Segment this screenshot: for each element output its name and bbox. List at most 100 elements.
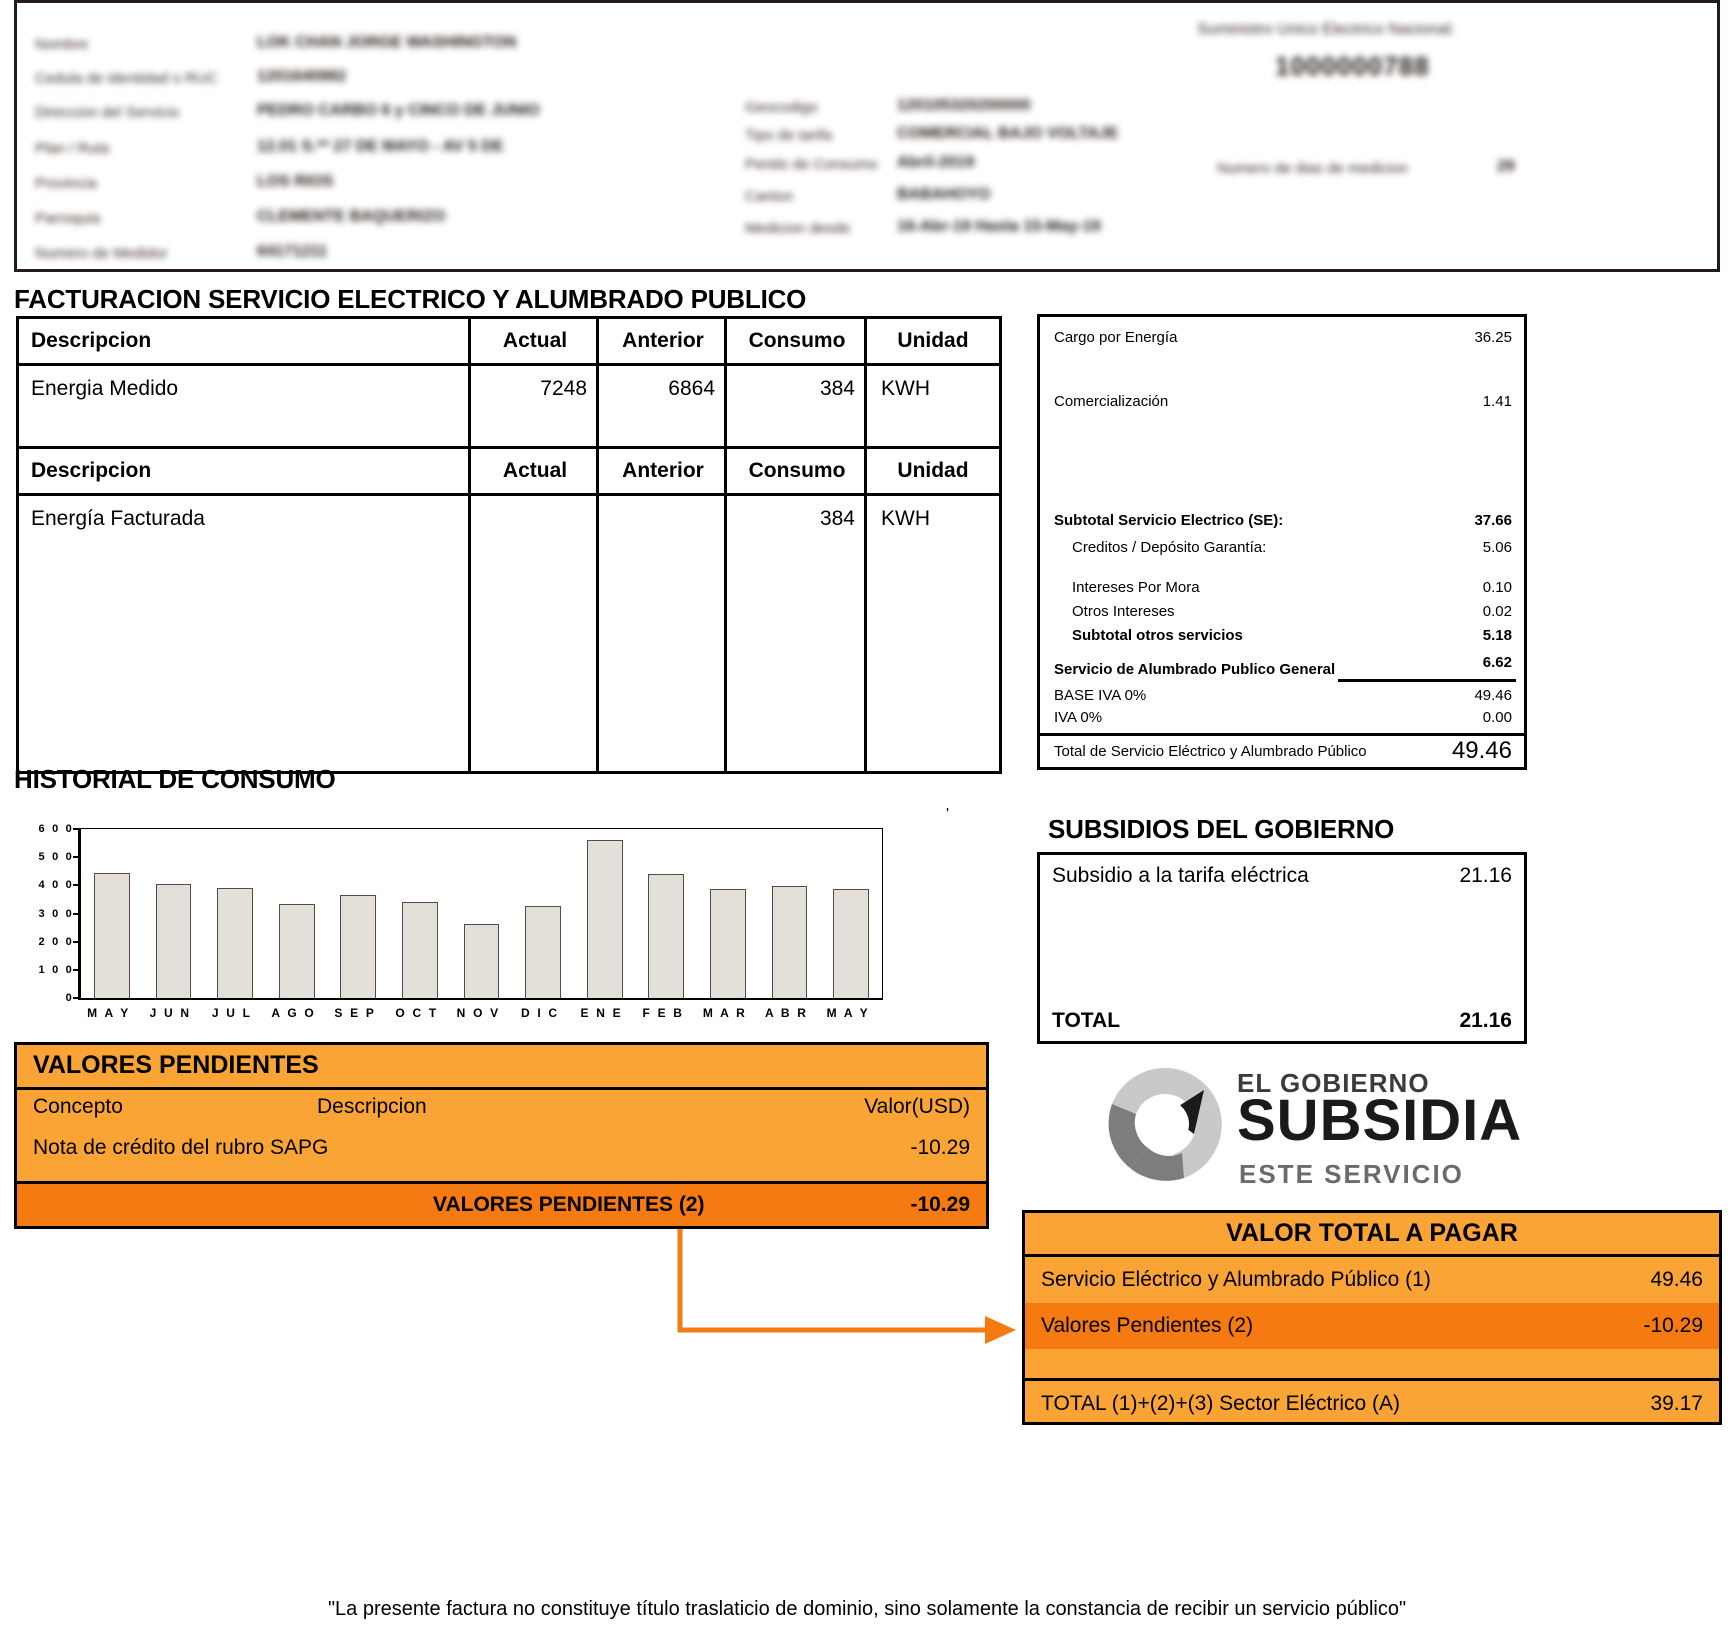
field-value-parroquia: CLEMENTE BAQUERIZO (257, 208, 446, 225)
chart-ytickmark-100 (73, 968, 81, 971)
charges-summary-panel: Cargo por Energía 36.25 Comercialización… (1037, 314, 1527, 770)
col-header-anterior-2: Anterior (622, 459, 704, 482)
field-label-geocodigo: Geocodigo (745, 99, 818, 116)
pend-total-value: -10.29 (910, 1193, 970, 1216)
pend-col-header-valor: Valor(USD) (864, 1095, 970, 1118)
charge-label-otros-intereses: Otros Intereses (1072, 603, 1175, 620)
charge-value-total-servicio: 49.46 (1451, 737, 1512, 764)
suministro-value: 1000000788 (1275, 51, 1430, 81)
pend-col-header-concepto: Concepto (33, 1095, 123, 1118)
pend-row-valor: -10.29 (910, 1136, 970, 1159)
chart-ytickmark-500 (73, 856, 81, 859)
valores-pendientes-total-bar: VALORES PENDIENTES (2) -10.29 (14, 1181, 989, 1229)
charge-value-subtotal-otros: 5.18 (1482, 627, 1512, 644)
chart-ytickmark-600 (73, 828, 81, 830)
charge-label-alumbrado-publico: Servicio de Alumbrado Publico General (1054, 661, 1336, 678)
field-value-geocodigo: 120105320200000 (897, 97, 1031, 114)
subsidia-circle-icon (1108, 1068, 1222, 1181)
charge-value-otros-intereses: 0.02 (1482, 603, 1512, 620)
footer-legal-note: "La presente factura no constituye títul… (327, 1598, 1407, 1620)
logo-line-gobierno: EL GOBIERNO (1237, 1068, 1430, 1098)
chart-ytick-200: 2 0 0 (38, 935, 74, 948)
chart-bar-NOV-6 (463, 923, 500, 998)
section-title-facturacion: FACTURACION SERVICIO ELECTRICO Y ALUMBRA… (14, 284, 807, 314)
field-label-plan-ruta: Plan / Ruta (35, 140, 110, 157)
valor-total-title: VALOR TOTAL A PAGAR (1025, 1213, 1719, 1257)
charge-value-intereses-mora: 0.10 (1482, 579, 1512, 596)
pend-row-concepto: Nota de crédito del rubro SAPG (33, 1136, 329, 1159)
chart-ytick-400: 4 0 0 (38, 879, 74, 892)
chart-bar-SEP-4 (340, 895, 377, 998)
chart-ytickmark-200 (73, 940, 81, 943)
cell-consumo-energia-medido: 384 (819, 377, 855, 400)
suministro-label: Suministro Unico Electrico Nacional: (1197, 21, 1455, 38)
field-label-canton: Canton (745, 188, 794, 205)
chart-bar-ABR-11 (771, 885, 808, 998)
field-value-cedula: 1201640982 (257, 68, 346, 85)
chart-bar-MAY-0 (93, 873, 130, 998)
charge-label-subtotal-se: Subtotal Servicio Electrico (SE): (1054, 512, 1284, 529)
col-header-actual-2: Actual (502, 459, 568, 482)
field-label-nombre: Nombre (35, 36, 89, 53)
charge-label-subtotal-otros: Subtotal otros servicios (1072, 627, 1243, 644)
chart-ytick-0: 0 (65, 992, 74, 1004)
col-header-unidad-2: Unidad (897, 459, 969, 482)
charge-label-total-servicio: Total de Servicio Eléctrico y Alumbrado … (1054, 743, 1367, 760)
chart-xlabel-0: M A Y (87, 1006, 131, 1020)
charge-label-base-iva: BASE IVA 0% (1054, 687, 1147, 704)
chart-xlabel-11: A B R (764, 1006, 809, 1020)
chart-bar-ENE-8 (586, 839, 623, 998)
logo-line-este-servicio: ESTE SERVICIO (1239, 1159, 1464, 1189)
cell-anterior-energia-medido: 6864 (668, 377, 715, 400)
valor-total-value-1: 49.46 (1650, 1268, 1703, 1291)
chart-ytickmark-0 (73, 997, 81, 999)
chart-xlabel-5: O C T (395, 1006, 439, 1020)
charge-label-comercializacion: Comercialización (1054, 393, 1169, 410)
chart-xlabel-12: M A Y (826, 1006, 870, 1020)
consumer-info-panel: Nombre LOK CHAN JORGE WASHINGTON Cedula … (14, 0, 1720, 272)
cell-descripcion-energia-facturada: Energía Facturada (31, 507, 205, 530)
field-label-medidor: Numero de Medidor (35, 245, 168, 262)
chart-xlabel-7: D I C (520, 1006, 560, 1020)
valor-total-panel: VALOR TOTAL A PAGAR Servicio Eléctrico y… (1022, 1210, 1722, 1425)
charge-value-cargo-energia: 36.25 (1474, 329, 1512, 346)
field-label-direccion: Direccion del Servicio (35, 104, 180, 121)
valor-total-label-1: Servicio Eléctrico y Alumbrado Público (… (1041, 1268, 1431, 1291)
consumption-history-chart: 0 1 0 0 2 0 0 3 0 0 4 0 0 5 0 0 6 0 0 M A Y J U… (14, 812, 914, 1042)
cell-unidad-energia-medido: KWH (881, 377, 930, 400)
charge-value-iva: 0.00 (1482, 709, 1512, 726)
field-value-nombre: LOK CHAN JORGE WASHINGTON (257, 34, 517, 51)
charge-value-creditos: 5.06 (1482, 539, 1512, 556)
cell-descripcion-energia-medido: Energia Medido (31, 377, 179, 400)
chart-plot-area: 0 1 0 0 2 0 0 3 0 0 4 0 0 5 0 0 6 0 0 (39, 823, 883, 1004)
charge-label-intereses-mora: Intereses Por Mora (1072, 579, 1200, 596)
cell-actual-energia-facturada (471, 495, 587, 543)
cell-anterior-energia-facturada (599, 495, 715, 543)
charge-value-base-iva: 49.46 (1474, 687, 1512, 704)
subsidio-total-label: TOTAL (1052, 1009, 1121, 1032)
pend-col-header-descripcion: Descripcion (317, 1095, 427, 1118)
field-label-periodo: Perido de Consumo (745, 156, 878, 173)
subsidia-logo: EL GOBIERNO SUBSIDIA ESTE SERVICIO (1100, 1060, 1550, 1200)
valor-total-label-2: Valores Pendientes (2) (1041, 1314, 1254, 1337)
field-value-plan-ruta: 12.01 S.** 27 DE MAYO - AV 5 DE (257, 138, 504, 155)
field-label-provincia: Provincia (35, 175, 97, 192)
subsidio-total-value: 21.16 (1459, 1009, 1512, 1032)
chart-ytick-300: 3 0 0 (38, 907, 74, 920)
valor-total-row-2: Valores Pendientes (2) -10.29 (1025, 1303, 1719, 1349)
chart-bar-FEB-9 (648, 874, 685, 998)
chart-xlabel-6: N O V (456, 1006, 501, 1020)
chart-bar-AGO-3 (278, 903, 315, 998)
stray-mark: ' (946, 806, 950, 823)
chart-bar-MAY-12 (833, 889, 870, 998)
dias-medicion-value: 29 (1497, 158, 1515, 175)
field-value-medicion-desde: 16-Abr-19 Hasta 15-May-19 (897, 218, 1101, 235)
chart-xlabel-4: S E P (334, 1006, 377, 1020)
charge-label-cargo-energia: Cargo por Energía (1054, 329, 1178, 346)
field-label-tarifa: Tipo de tarifa (745, 127, 832, 144)
charge-label-iva: IVA 0% (1054, 709, 1103, 726)
chart-bar-JUL-2 (217, 887, 253, 998)
section-title-historial: HISTORIAL DE CONSUMO (14, 764, 336, 794)
valor-total-row-1: Servicio Eléctrico y Alumbrado Público (… (1025, 1257, 1719, 1303)
section-title-subsidios: SUBSIDIOS DEL GOBIERNO (1048, 814, 1395, 844)
